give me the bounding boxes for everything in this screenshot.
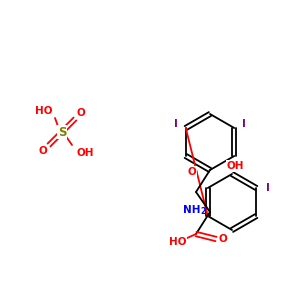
Text: O: O <box>219 234 227 244</box>
Text: HO: HO <box>35 106 53 116</box>
Text: I: I <box>266 183 270 193</box>
Text: O: O <box>188 167 196 177</box>
Text: OH: OH <box>226 161 244 171</box>
Text: I: I <box>174 119 178 129</box>
Text: I: I <box>242 119 246 129</box>
Text: 2: 2 <box>200 207 205 216</box>
Text: OH: OH <box>76 148 94 158</box>
Text: S: S <box>58 125 66 139</box>
Text: O: O <box>39 146 47 156</box>
Text: O: O <box>76 108 85 118</box>
Text: HO: HO <box>169 237 187 247</box>
Text: NH: NH <box>183 205 201 215</box>
